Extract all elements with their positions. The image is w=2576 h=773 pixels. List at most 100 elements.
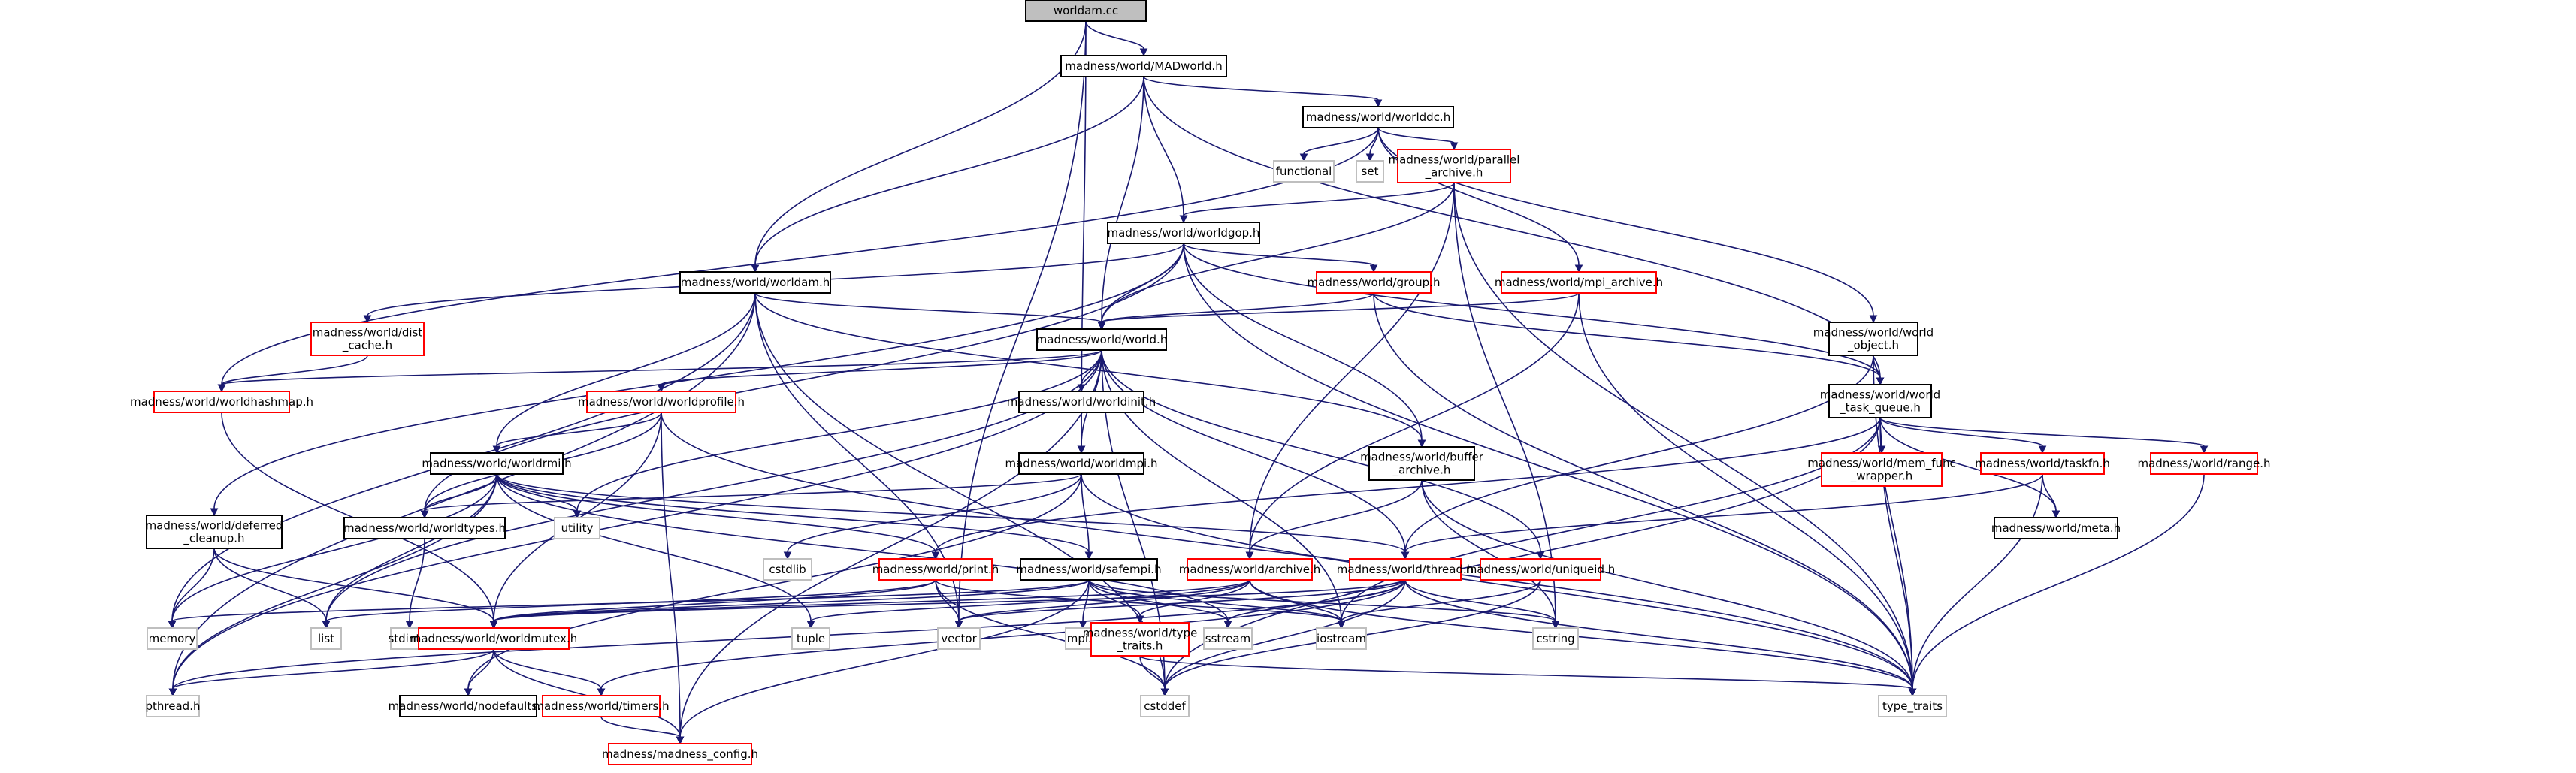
node-parallel-archive[interactable]: madness/world/parallel_archive.h [1389, 149, 1520, 183]
node-world-object[interactable]: madness/world/world_object.h [1813, 322, 1934, 356]
node-label: madness/world/worldmutex.h [410, 632, 578, 645]
node-box [1356, 160, 1384, 183]
node-label: cstring [1536, 632, 1574, 645]
node-cstring: cstring [1532, 627, 1579, 650]
dependency-edge [1101, 292, 1580, 323]
dependency-edge [493, 579, 1090, 622]
dependency-edge [1249, 292, 1580, 553]
node-label: madness/world/meta.h [1991, 521, 2121, 535]
node-world-task-queue[interactable]: madness/world/world_task_queue.h [1820, 384, 1940, 418]
dependency-edge [493, 648, 602, 690]
node-mpi-archive[interactable]: madness/world/mpi_archive.h [1495, 271, 1663, 294]
node-buffer-archive[interactable]: madness/world/buffer_archive.h [1360, 446, 1484, 481]
node-archive[interactable]: madness/world/archive.h [1179, 558, 1320, 581]
node-box [679, 271, 831, 294]
node-group[interactable]: madness/world/group.h [1308, 271, 1441, 294]
dependency-edge [409, 538, 425, 622]
dependency-edge [810, 579, 1250, 622]
node-worldgop[interactable]: madness/world/worldgop.h [1107, 222, 1260, 244]
dependency-edge [1081, 473, 1090, 553]
dependency-edge [661, 412, 1913, 690]
node-meta[interactable]: madness/world/meta.h [1991, 517, 2121, 539]
node-worldtypes[interactable]: madness/world/worldtypes.h [343, 517, 506, 539]
edge-arrowhead [806, 621, 815, 630]
edge-arrowhead [1365, 153, 1374, 162]
dependency-edge [1453, 182, 1913, 690]
edge-arrowhead [751, 264, 760, 273]
node-box [1994, 517, 2118, 539]
node-madness-config[interactable]: madness/madness_config.h [602, 743, 758, 765]
node-taskfn[interactable]: madness/world/taskfn.h [1975, 452, 2110, 475]
dependency-edge [496, 473, 936, 553]
node-label: type_traits [1882, 699, 1943, 714]
node-box [418, 627, 570, 650]
node-madworld[interactable]: madness/world/MADworld.h [1060, 55, 1227, 77]
node-worldhashmap[interactable]: madness/world/worldhashmap.h [130, 391, 313, 413]
dependency-edge [493, 579, 1406, 622]
node-box [146, 515, 283, 549]
node-label: madness/world/mpi_archive.h [1495, 276, 1663, 290]
node-worldinit[interactable]: madness/world/worldinit.h [1007, 391, 1156, 413]
node-vector: vector [937, 627, 981, 650]
node-label: functional [1276, 165, 1332, 178]
node-label: madness/world/archive.h [1179, 563, 1320, 576]
edge-arrowhead [210, 508, 219, 517]
dependency-edge [496, 473, 1229, 622]
node-box [586, 391, 736, 413]
edge-arrowhead [1179, 215, 1188, 224]
dependency-edge [496, 473, 1090, 553]
edge-arrowhead [1876, 377, 1885, 386]
edge-arrowhead [676, 736, 685, 745]
node-worldprofile[interactable]: madness/world/worldprofile.h [578, 391, 745, 413]
node-box [1187, 558, 1313, 581]
node-worldam-cc[interactable]: worldam.cc [1025, 0, 1147, 22]
node-label: madness/madness_config.h [602, 747, 758, 762]
edge-arrowhead [1908, 688, 1917, 697]
node-box [1090, 622, 1190, 657]
dependency-edge [1377, 127, 1455, 143]
node-mem-func-wrapper[interactable]: madness/world/mem_func_wrapper.h [1807, 452, 1956, 487]
node-print[interactable]: madness/world/print.h [872, 558, 999, 581]
node-worlddc[interactable]: madness/world/worlddc.h [1302, 106, 1454, 128]
dependency-edge [935, 579, 1342, 622]
node-world-h[interactable]: madness/world/world.h [1036, 328, 1168, 351]
node-worldmutex[interactable]: madness/world/worldmutex.h [410, 627, 578, 650]
node-dist-cache[interactable]: madness/world/dist_cache.h [310, 322, 425, 356]
dependency-edge [935, 417, 1881, 553]
node-type-traits-h[interactable]: madness/world/type_traits.h [1083, 622, 1198, 657]
dependency-edge [1303, 127, 1379, 155]
edge-arrowhead [168, 688, 177, 697]
node-label: madness/world/worldprofile.h [578, 395, 745, 409]
dependency-edge [1183, 243, 1881, 379]
node-box [791, 627, 830, 650]
edge-arrowhead [954, 621, 963, 630]
node-deferred-cleanup[interactable]: madness/world/deferred_cleanup.h [146, 515, 283, 549]
dependency-edge [1164, 579, 1406, 690]
node-utility: utility [554, 517, 600, 539]
node-label: madness/world/deferred [146, 519, 283, 533]
node-uniqueid[interactable]: madness/world/uniqueid.h [1466, 558, 1616, 581]
node-worldam[interactable]: madness/world/worldam.h [679, 271, 831, 294]
node-type-traits: type_traits [1878, 695, 1947, 717]
edge-arrowhead [1337, 621, 1346, 630]
dependency-edge [1879, 417, 2043, 447]
node-thread[interactable]: madness/world/thread.h [1337, 558, 1474, 581]
node-label: madness/world/worlddc.h [1306, 110, 1450, 124]
node-safempi[interactable]: madness/world/safempi.h [1016, 558, 1162, 581]
node-label: madness/world/MADworld.h [1065, 59, 1222, 73]
node-label: tuple [797, 632, 825, 645]
node-box [1107, 222, 1260, 244]
node-worldrmi[interactable]: madness/world/worldrmi.h [422, 452, 572, 475]
dependency-edge [958, 579, 1250, 622]
node-box [399, 695, 537, 717]
dependency-edge [1139, 655, 1166, 690]
node-range[interactable]: madness/world/range.h [2138, 452, 2271, 475]
node-label: madness/world/mem_func [1807, 457, 1956, 471]
node-nodefaults[interactable]: madness/world/nodefaults.h [389, 695, 549, 717]
node-label: madness/world/safempi.h [1016, 563, 1161, 576]
node-timers[interactable]: madness/world/timers.h [533, 695, 670, 717]
node-worldmpi[interactable]: madness/world/worldmpi.h [1005, 452, 1158, 475]
edge-arrowhead [1299, 153, 1308, 162]
dependency-edge [496, 412, 662, 447]
node-box [1140, 695, 1190, 717]
